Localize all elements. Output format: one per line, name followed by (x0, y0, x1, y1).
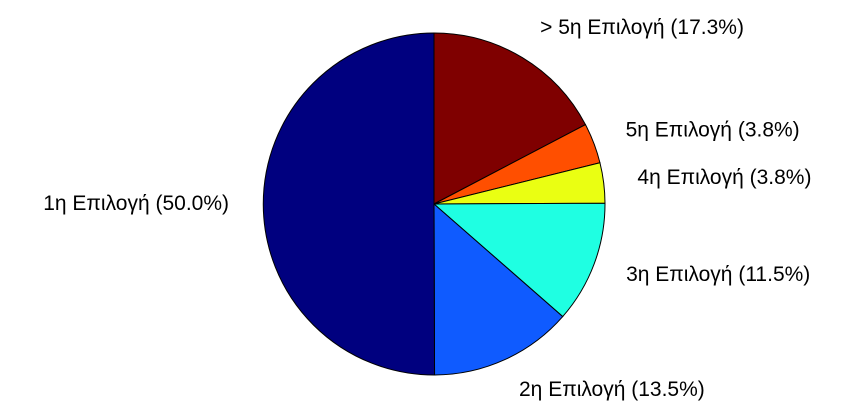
pie-slices (262, 32, 606, 376)
pie-slice-label-2: 4η Επιλογή (3.8%) (637, 166, 811, 189)
pie-slice-label-1: 5η Επιλογή (3.8%) (626, 119, 800, 142)
pie-labels: > 5η Επιλογή (17.3%) 5η Επιλογή (3.8%) 4η … (43, 16, 811, 401)
pie-slice-label-5: 1η Επιλογή (50.0%) (43, 192, 229, 215)
pie-slice-4 (433, 202, 564, 376)
pie-slice-5 (262, 32, 436, 376)
pie-slice-label-4: 2η Επιλογή (13.5%) (519, 378, 705, 401)
pie-slice-3 (432, 202, 606, 318)
pie-slice-label-0: > 5η Επιλογή (17.3%) (540, 16, 744, 39)
pie-slice-0 (433, 32, 587, 205)
pie-slice-label-3: 3η Επιλογή (11.5%) (626, 263, 810, 286)
